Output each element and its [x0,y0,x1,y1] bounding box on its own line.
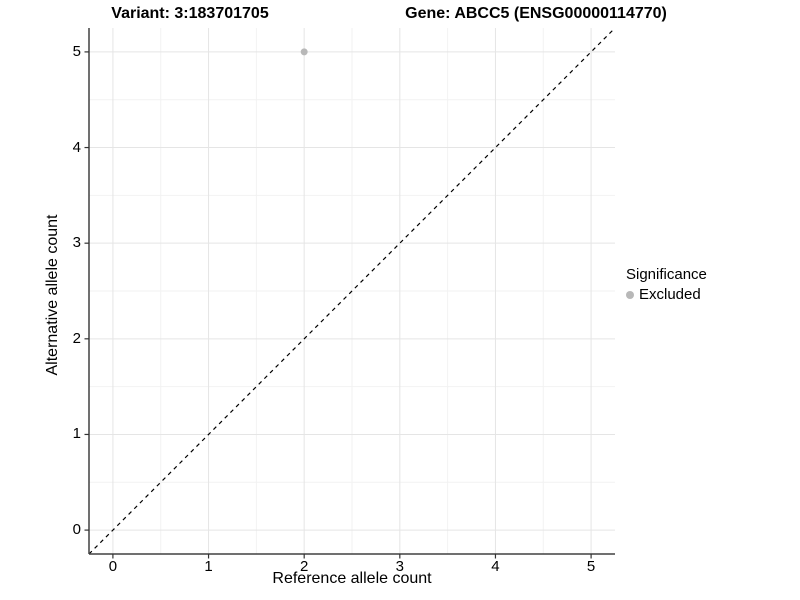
y-tick-label: 2 [72,329,81,347]
x-tick-label: 1 [204,558,213,575]
legend: Significance Excluded [626,266,707,303]
x-tick-label: 2 [300,558,309,575]
legend-item: Excluded [626,286,707,303]
legend-point-icon [626,290,634,299]
y-tick-label: 4 [72,138,81,156]
y-tick-label: 3 [72,234,81,252]
legend-label: Excluded [639,286,701,303]
legend-title: Significance [626,266,707,283]
y-tick-label: 0 [72,521,81,539]
variant-title: Variant: 3:183701705 [111,5,269,22]
x-axis-title: Reference allele count [272,570,432,587]
x-tick-label: 4 [491,558,500,575]
y-tick-label: 1 [72,425,81,443]
legend-items: Excluded [626,286,707,303]
y-tick-label: 5 [72,42,81,60]
x-tick-label: 5 [586,558,596,575]
y-axis-title: Alternative allele count [44,214,61,376]
x-tick-label: 3 [395,558,404,575]
x-tick-label: 0 [108,558,118,575]
data-point [300,48,308,56]
identity-line [88,27,616,555]
gene-title: Gene: ABCC5 (ENSG00000114770) [405,5,667,22]
